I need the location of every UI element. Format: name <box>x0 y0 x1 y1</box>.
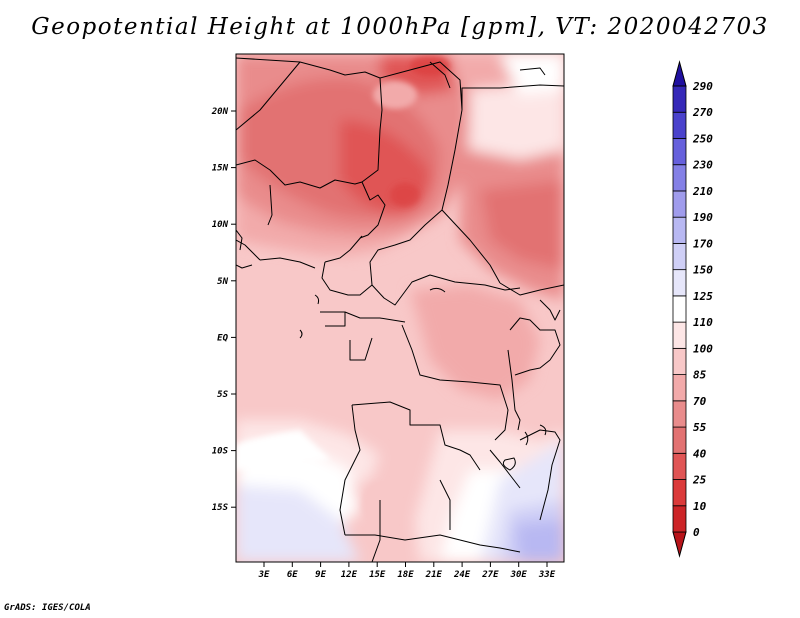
grads-credit: GrADS: IGES/COLA <box>4 603 91 613</box>
colorbar-swatch <box>672 85 687 113</box>
x-tick-label: 30E <box>510 570 528 580</box>
colorbar-swatch <box>672 505 687 533</box>
x-tick-label: 24E <box>453 570 471 580</box>
colorbar-swatch <box>672 400 687 428</box>
colorbar-label: 55 <box>693 421 707 434</box>
colorbar-label: 70 <box>693 395 707 408</box>
colorbar-label: 110 <box>693 316 713 329</box>
y-tick-label: 15N <box>212 164 229 174</box>
y-tick-label: 10S <box>212 447 229 457</box>
colorbar-swatch <box>672 295 687 323</box>
colorbar-min-arrow <box>672 531 687 558</box>
x-tick-label: 18E <box>397 570 414 580</box>
colorbar-label: 210 <box>692 185 713 198</box>
map-title: Geopotential Height at 1000hPa [gpm], VT… <box>31 14 769 40</box>
x-tick-label: 21E <box>425 570 443 580</box>
height-field <box>236 54 564 562</box>
colorbar-swatch <box>672 452 687 480</box>
y-tick-label: 10N <box>212 220 229 230</box>
y-tick-label: 5N <box>217 277 228 287</box>
colorbar-label: 230 <box>692 159 713 172</box>
x-tick-label: 15E <box>369 570 386 580</box>
colorbar-label: 0 <box>693 526 700 539</box>
colorbar: 0 10 25 40 55 70 85 100 110 125 150 170 190 210 230 250… <box>672 60 713 558</box>
colorbar-label: 290 <box>692 80 713 93</box>
colorbar-swatch <box>672 138 687 166</box>
x-tick-label: 3E <box>258 570 270 580</box>
colorbar-label: 150 <box>693 264 713 277</box>
colorbar-swatch <box>672 164 687 192</box>
y-tick-label: 5S <box>217 390 228 400</box>
colorbar-swatch <box>672 321 687 349</box>
x-tick-label: 12E <box>341 570 358 580</box>
colorbar-label: 125 <box>693 290 713 303</box>
colorbar-label: 170 <box>693 237 713 250</box>
colorbar-swatch <box>672 374 687 402</box>
colorbar-swatch <box>672 243 687 271</box>
x-tick-label: 33E <box>538 570 556 580</box>
x-axis: 3E 6E 9E 12E 15E 18E 21E 24E 27E 30E 33E <box>258 562 556 580</box>
colorbar-label: 190 <box>693 211 713 224</box>
colorbar-swatch <box>672 111 687 139</box>
map-frame <box>235 53 565 563</box>
x-tick-label: 9E <box>315 570 326 580</box>
colorbar-label: 100 <box>693 342 713 355</box>
colorbar-label: 10 <box>693 500 707 513</box>
colorbar-swatch <box>672 426 687 454</box>
country-borders <box>236 57 564 562</box>
colorbar-label: 85 <box>693 369 707 382</box>
colorbar-swatch <box>672 269 687 297</box>
colorbar-label: 250 <box>692 132 713 145</box>
colorbar-swatch <box>672 216 687 244</box>
y-tick-label: 20N <box>211 107 229 117</box>
colorbar-label: 40 <box>693 447 707 460</box>
x-tick-label: 27E <box>481 570 499 580</box>
colorbar-swatch <box>672 347 687 375</box>
colorbar-label: 270 <box>692 106 713 119</box>
colorbar-swatch <box>672 190 687 218</box>
y-tick-label: 15S <box>212 503 229 513</box>
y-axis: 20N 15N 10N 5N EQ 5S 10S 15S <box>211 107 236 513</box>
y-tick-label: EQ <box>217 333 228 343</box>
colorbar-swatch <box>672 479 687 507</box>
colorbar-max-arrow <box>672 60 687 87</box>
colorbar-label: 25 <box>692 474 707 487</box>
x-tick-label: 6E <box>287 570 298 580</box>
